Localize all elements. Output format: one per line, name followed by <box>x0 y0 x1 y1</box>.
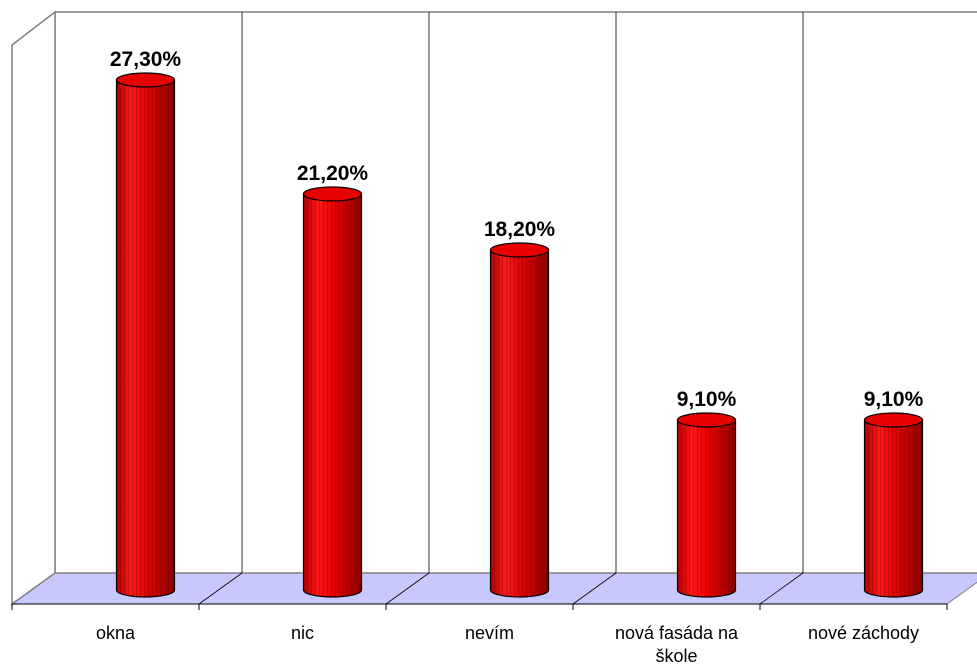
floor-divider <box>572 572 617 605</box>
data-label: 21,20% <box>297 162 369 185</box>
bar <box>676 412 737 598</box>
bar-top <box>863 412 924 428</box>
floor-divider <box>759 572 804 605</box>
bar-top <box>302 186 363 202</box>
bar-top <box>489 242 550 258</box>
bar <box>302 186 363 598</box>
category-label: škole <box>655 646 697 666</box>
bar <box>489 242 550 598</box>
bar <box>863 412 924 598</box>
bar-top <box>115 72 176 88</box>
data-label: 9,10% <box>677 388 737 411</box>
bar-body <box>489 249 550 598</box>
bar <box>115 72 176 598</box>
bar-body <box>302 193 363 598</box>
category-label: nové záchody <box>808 623 919 643</box>
category-label: nová fasáda na <box>615 623 739 643</box>
bar-body <box>676 419 737 598</box>
category-label: nevím <box>465 623 514 643</box>
bar-top <box>676 412 737 428</box>
category-axis: okna nic nevím nová fasáda na škole nové zách… <box>96 623 919 666</box>
bar-body <box>115 79 176 598</box>
data-label: 27,30% <box>110 48 182 71</box>
bar-body <box>863 419 924 598</box>
category-label: nic <box>291 623 314 643</box>
bar-series <box>115 72 924 598</box>
side-wall <box>11 10 56 606</box>
data-labels: 27,30% 21,20% 18,20% 9,10% 9,10% <box>110 48 924 411</box>
floor-divider <box>385 572 430 605</box>
data-label: 18,20% <box>484 218 556 241</box>
category-label: okna <box>96 623 136 643</box>
data-label: 9,10% <box>864 388 924 411</box>
floor-divider <box>198 572 243 605</box>
